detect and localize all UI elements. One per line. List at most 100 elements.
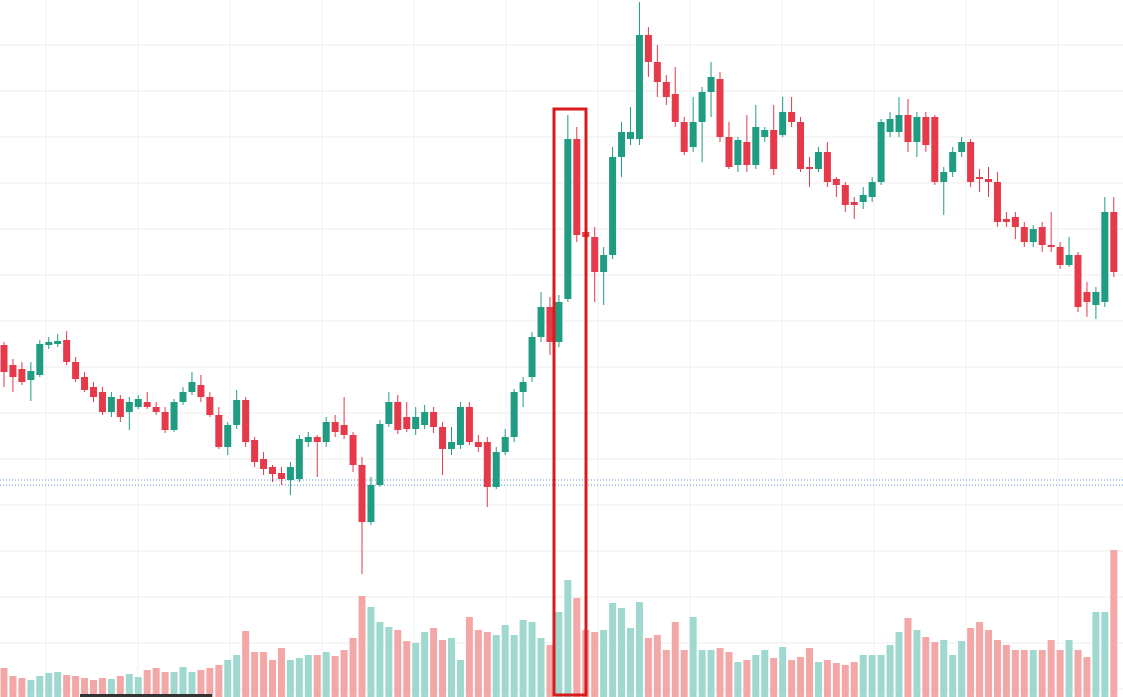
volume-bar: [269, 660, 276, 697]
volume-bar: [242, 631, 250, 697]
candle-body: [609, 157, 617, 255]
candle-body: [474, 442, 482, 447]
volume-bar: [98, 678, 106, 697]
candle-body: [761, 130, 769, 137]
volume-bar: [1101, 612, 1109, 697]
volume-bar: [618, 608, 626, 697]
volume-bar: [0, 668, 8, 697]
candle-body: [465, 407, 473, 442]
candle-body: [850, 202, 858, 205]
candle-body: [671, 94, 679, 122]
candle-body: [770, 130, 778, 169]
candle-body: [233, 400, 241, 425]
volume-bar: [1029, 650, 1037, 697]
volume-bar: [797, 657, 805, 697]
volume-bar: [340, 650, 348, 697]
volume-bar: [474, 630, 482, 697]
volume-bar: [63, 675, 71, 697]
volume-bar: [295, 658, 303, 697]
volume-bar: [197, 670, 205, 697]
candle-body: [698, 92, 706, 122]
volume-bar: [403, 641, 411, 697]
candle-body: [376, 424, 384, 485]
volume-bar: [385, 627, 393, 697]
volume-bar: [483, 632, 491, 697]
candle-body: [886, 119, 894, 132]
volume-bar: [573, 598, 581, 697]
volume-bar: [465, 617, 473, 697]
candle-body: [439, 427, 447, 449]
volume-bar: [868, 655, 876, 697]
candle-body: [448, 442, 455, 449]
volume-bar: [770, 658, 778, 697]
candle-body: [859, 195, 867, 202]
volume-bar: [788, 660, 796, 697]
volume-bar: [680, 650, 688, 697]
candle-body: [653, 62, 661, 82]
volume-bar: [448, 638, 455, 697]
volume-bar: [734, 662, 742, 697]
candle-body: [340, 425, 348, 435]
highlight-box: [552, 107, 588, 697]
candle-body: [134, 399, 142, 407]
volume-bar: [215, 665, 223, 697]
candle-body: [635, 35, 643, 139]
candle-body: [564, 139, 572, 299]
candle-body: [63, 340, 71, 362]
volume-bar: [940, 640, 948, 697]
volume-bar: [922, 637, 930, 697]
candle-body: [313, 437, 321, 442]
volume-bar: [72, 676, 80, 697]
candle-body: [555, 302, 563, 342]
candle-body: [161, 412, 169, 430]
candle-body: [331, 422, 339, 432]
candle-body: [1056, 247, 1064, 265]
candle-body: [940, 172, 948, 182]
candle-body: [716, 79, 724, 137]
candle-body: [662, 82, 670, 97]
candle-body: [125, 402, 133, 412]
volume-bar: [18, 678, 26, 697]
candle-body: [304, 437, 312, 442]
volume-bar: [304, 655, 312, 697]
volume-bar: [698, 650, 706, 697]
candle-body: [501, 437, 509, 452]
candle-body: [1092, 292, 1100, 305]
candle-body: [1029, 229, 1037, 242]
candle-body: [823, 152, 831, 182]
candle-body: [806, 167, 813, 169]
candle-body: [206, 397, 214, 415]
candle-body: [510, 392, 518, 437]
candle-body: [993, 182, 1001, 222]
volume-bar: [877, 655, 885, 697]
volume-bar: [1047, 640, 1055, 697]
candle-body: [251, 440, 259, 462]
volume-bar: [528, 622, 536, 697]
candle-body: [779, 112, 787, 135]
candle-body: [116, 399, 124, 417]
volume-bar: [761, 650, 769, 697]
volume-bar: [600, 630, 608, 697]
volume-bar: [492, 635, 500, 697]
volume-bar: [823, 660, 831, 697]
volume-bar: [689, 617, 697, 697]
volume-bar: [286, 660, 294, 697]
candle-body: [179, 392, 187, 402]
volume-bar: [1083, 657, 1091, 697]
candle-body: [170, 402, 178, 430]
candle-body: [841, 185, 849, 205]
candle-body: [752, 127, 760, 165]
candle-body: [492, 452, 500, 487]
volume-bar: [725, 652, 733, 697]
volume-bar: [904, 618, 912, 697]
volume-bar: [752, 655, 760, 697]
candle-body: [1074, 255, 1082, 307]
candle-body: [985, 179, 992, 182]
candle-body: [277, 473, 285, 479]
volume-bar: [644, 638, 652, 697]
candle-body: [600, 255, 608, 272]
candle-body: [1101, 212, 1109, 302]
candle-body: [1083, 292, 1091, 302]
